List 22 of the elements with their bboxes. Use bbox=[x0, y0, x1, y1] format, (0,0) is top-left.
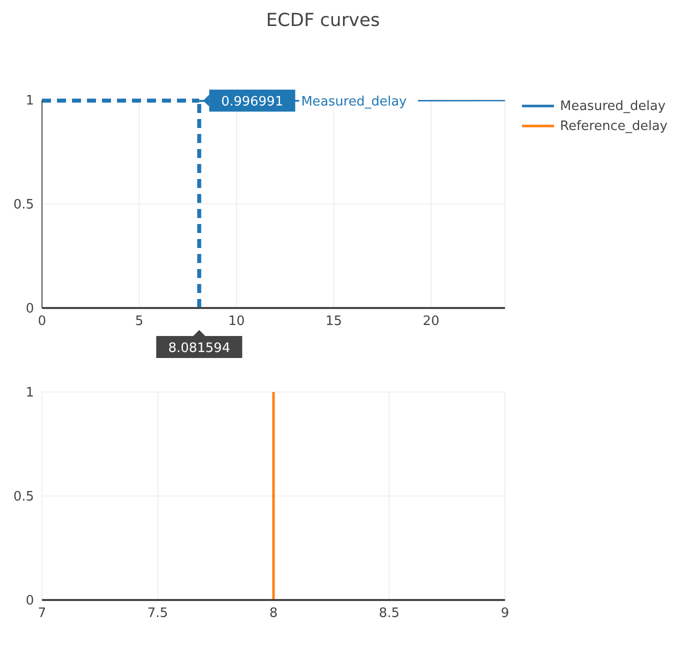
y-tick-label: 0.5 bbox=[13, 198, 34, 213]
x-tick-label: 8 bbox=[269, 606, 278, 622]
legend-label: Measured_delay bbox=[560, 98, 666, 114]
x-tick-label: 7 bbox=[38, 606, 46, 622]
x-tick-label: 8.5 bbox=[378, 606, 400, 622]
chart-title: ECDF curves bbox=[265, 10, 381, 31]
y-tick-label: 1 bbox=[26, 94, 34, 109]
x-tick-label: 5 bbox=[135, 314, 144, 330]
x-tick-label: 10 bbox=[228, 314, 245, 330]
x-tick-label: 0 bbox=[38, 314, 46, 330]
x-tick-label: 20 bbox=[422, 314, 440, 330]
x-tick-label: 9 bbox=[500, 606, 510, 622]
annotation: 8.081594 bbox=[168, 341, 230, 356]
legend-label: Reference_delay bbox=[560, 118, 668, 134]
y-tick-label: 0 bbox=[26, 594, 34, 609]
annotation: 0.996991 bbox=[221, 94, 284, 110]
y-tick-label: 0.5 bbox=[13, 490, 34, 505]
y-tick-label: 0 bbox=[26, 302, 34, 317]
x-tick-label: 15 bbox=[326, 314, 342, 330]
x-tick-label: 7.5 bbox=[147, 606, 168, 622]
text: Measured_delay bbox=[301, 94, 407, 110]
y-tick-label: 1 bbox=[26, 386, 34, 401]
